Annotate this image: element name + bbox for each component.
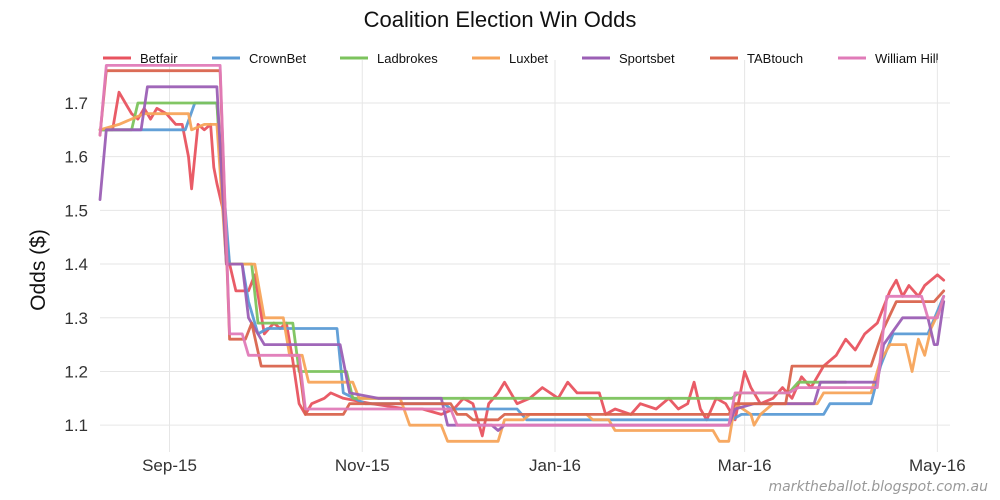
legend-label-betfair: Betfair	[140, 51, 178, 66]
y-tick-label: 1.4	[64, 255, 88, 274]
x-tick-label: Jan-16	[529, 456, 581, 475]
legend-label-sportsbet: Sportsbet	[619, 51, 675, 66]
legend-label-luxbet: Luxbet	[509, 51, 548, 66]
legend-label-william-hill: William Hill	[875, 51, 939, 66]
series-line-tabtouch	[98, 69, 946, 422]
y-tick-label: 1.2	[64, 362, 88, 381]
y-tick-label: 1.7	[64, 94, 88, 113]
x-tick-label: May-16	[909, 456, 966, 475]
legend-label-ladbrokes: Ladbrokes	[377, 51, 438, 66]
x-tick-label: Nov-15	[335, 456, 390, 475]
legend-label-tabtouch: TABtouch	[747, 51, 803, 66]
x-tick-label: Sep-15	[142, 456, 197, 475]
legend-label-crownbet: CrownBet	[249, 51, 306, 66]
series-layer	[98, 64, 946, 443]
series-line-william-hill	[98, 64, 946, 427]
y-tick-label: 1.3	[64, 309, 88, 328]
series-line-betfair	[98, 90, 946, 438]
legend: Betfair CrownBet Ladbrokes Luxbet Sportsbet T…	[103, 51, 939, 66]
x-axis-ticks: Sep-15 Nov-15 Jan-16 Mar-16 May-16	[142, 456, 966, 475]
credit-text: marktheballot.blogspot.com.au	[768, 479, 988, 495]
y-tick-label: 1.6	[64, 148, 88, 167]
chart-title: Coalition Election Win Odds	[364, 7, 637, 32]
y-tick-label: 1.5	[64, 201, 88, 220]
grid	[100, 60, 950, 452]
y-axis-label: Odds ($)	[27, 229, 50, 311]
y-tick-label: 1.1	[64, 416, 88, 435]
x-tick-label: Mar-16	[718, 456, 772, 475]
y-axis-ticks: 1.1 1.2 1.3 1.4 1.5 1.6 1.7	[64, 94, 88, 435]
